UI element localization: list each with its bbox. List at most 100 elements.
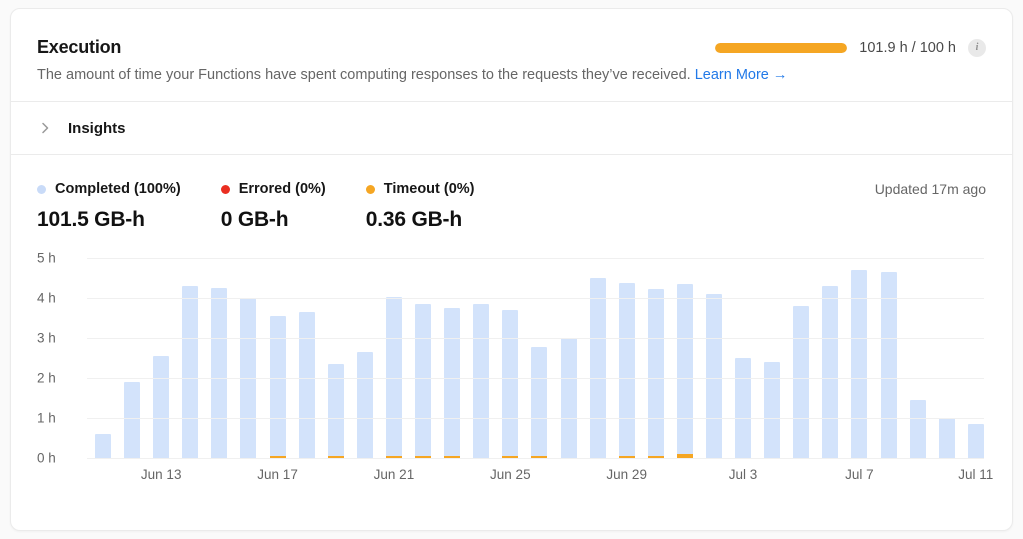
usage-amount-text: 101.9 h / 100 h xyxy=(859,39,956,56)
execution-usage-card: Execution 101.9 h / 100 h i The amount o… xyxy=(10,8,1013,531)
x-axis-tick: Jun 17 xyxy=(257,467,298,482)
chart-bar[interactable]: Jun 29 xyxy=(606,258,647,482)
bar-segment-completed xyxy=(473,304,490,458)
legend-item-completed[interactable]: Completed (100%) xyxy=(37,181,181,197)
legend-value-completed: 101.5 GB-h xyxy=(37,208,145,231)
chart-bar[interactable] xyxy=(124,258,141,458)
bar-segment-timeout xyxy=(531,456,548,458)
bar-segment-completed xyxy=(880,272,897,458)
chart-bar[interactable] xyxy=(705,258,722,458)
bar-segment-timeout xyxy=(415,456,432,458)
bar-segment-completed xyxy=(124,382,141,458)
chart-bar[interactable] xyxy=(676,258,693,458)
legend-col-errored: Errored (0%) 0 GB-h xyxy=(220,181,326,232)
chart-bar[interactable] xyxy=(444,258,461,458)
legend-value-errored: 0 GB-h xyxy=(220,208,289,231)
x-axis-tick: Jun 13 xyxy=(140,467,182,482)
chart-bar[interactable]: Jul 3 xyxy=(729,258,757,482)
chart-bar[interactable]: Jun 17 xyxy=(257,258,298,482)
bar-segment-completed xyxy=(531,347,548,456)
chart-bar[interactable] xyxy=(938,258,955,458)
chart-bar[interactable] xyxy=(822,258,839,458)
chart-bar[interactable]: Jul 7 xyxy=(845,258,874,482)
y-axis-tick: 5 h xyxy=(37,250,56,266)
chart-bar[interactable] xyxy=(793,258,810,458)
bar-segment-completed xyxy=(967,424,984,458)
x-axis-tick: Jul 11 xyxy=(958,467,994,482)
bar-segment-completed xyxy=(211,288,228,458)
chart-bar[interactable] xyxy=(356,258,373,458)
chart-bar[interactable] xyxy=(531,258,548,458)
legend-label-completed: Completed (100%) xyxy=(55,181,181,197)
legend-item-timeout[interactable]: Timeout (0%) xyxy=(365,181,475,197)
chart-bar[interactable] xyxy=(415,258,432,458)
bar-segment-completed xyxy=(502,310,519,456)
gridline xyxy=(87,418,984,419)
info-icon[interactable]: i xyxy=(968,38,986,57)
bar-segment-completed xyxy=(938,418,955,458)
legend-col-timeout: Timeout (0%) 0.36 GB-h xyxy=(365,181,475,232)
chart-bar[interactable] xyxy=(95,258,111,458)
bar-segment-completed xyxy=(647,289,664,456)
chevron-right-icon xyxy=(37,120,53,136)
bar-segment-completed xyxy=(298,312,315,458)
legend-item-errored[interactable]: Errored (0%) xyxy=(220,181,326,197)
bar-segment-completed xyxy=(764,362,781,458)
x-axis-tick: Jul 3 xyxy=(728,467,758,482)
bar-segment-timeout xyxy=(647,456,664,458)
chart-bar[interactable] xyxy=(327,258,344,458)
bar-segment-completed xyxy=(676,284,693,454)
bar-segment-completed xyxy=(327,364,344,456)
gridline xyxy=(87,258,984,259)
chart-bar[interactable] xyxy=(764,258,781,458)
usage-progress-bar xyxy=(715,42,848,53)
chart-bar[interactable]: Jul 11 xyxy=(958,258,993,482)
chart-bar[interactable] xyxy=(589,258,606,458)
chart-bar[interactable] xyxy=(211,258,228,458)
bar-segment-completed xyxy=(385,297,402,456)
chart-bar[interactable] xyxy=(647,258,664,458)
chart-bar[interactable] xyxy=(182,258,199,458)
insights-toggle[interactable]: Insights xyxy=(11,101,1012,155)
chart-bar[interactable] xyxy=(473,258,490,458)
y-axis-tick: 2 h xyxy=(37,370,56,386)
completed-dot-icon xyxy=(37,184,46,194)
y-axis-tick: 0 h xyxy=(37,450,56,466)
timeout-dot-icon xyxy=(365,184,375,194)
updated-timestamp: Updated 17m ago xyxy=(874,181,986,197)
learn-more-link[interactable]: Learn More → xyxy=(694,67,788,83)
gridline xyxy=(87,378,984,379)
gridline xyxy=(87,338,984,339)
chart-bar[interactable]: Jun 25 xyxy=(490,258,531,482)
y-axis-tick: 3 h xyxy=(37,330,56,346)
y-axis-tick: 1 h xyxy=(37,410,56,426)
chart-bar[interactable] xyxy=(240,258,257,458)
bar-segment-completed xyxy=(269,316,286,456)
bar-segment-timeout xyxy=(327,456,344,458)
bar-segment-completed xyxy=(735,358,752,458)
x-axis-tick: Jun 29 xyxy=(606,467,647,482)
page-title: Execution xyxy=(37,37,122,57)
bar-segment-completed xyxy=(444,308,461,456)
bar-segment-completed xyxy=(705,294,722,458)
chart-bar[interactable] xyxy=(560,258,577,458)
chart-bar[interactable] xyxy=(880,258,897,458)
insights-label: Insights xyxy=(68,119,126,137)
chart-bar[interactable] xyxy=(298,258,315,458)
chart-bar[interactable]: Jun 21 xyxy=(374,258,414,482)
legend-label-errored: Errored (0%) xyxy=(238,181,326,197)
errored-dot-icon xyxy=(220,184,230,194)
gridline xyxy=(87,458,984,459)
description-text: The amount of time your Functions have s… xyxy=(37,67,986,83)
chart-bar[interactable] xyxy=(909,258,926,458)
chart-section: Completed (100%) 101.5 GB-h Errored (0%)… xyxy=(11,155,1012,482)
chart-bar[interactable]: Jun 13 xyxy=(141,258,181,482)
bar-segment-completed xyxy=(560,338,577,458)
chart-plot: Jun 13 Jun 17 Jun 21 Jun 25 Jun 29 Jul 3 Jul 7… xyxy=(87,258,993,482)
chart-plot-bars: Jun 13 Jun 17 Jun 21 Jun 25 Jun 29 Jul 3 Jul 7… xyxy=(95,258,993,482)
bar-segment-completed xyxy=(618,283,635,456)
bar-segment-timeout xyxy=(502,456,519,458)
bar-segment-timeout xyxy=(385,456,402,458)
bar-segment-completed xyxy=(415,304,432,456)
gridline xyxy=(87,298,984,299)
